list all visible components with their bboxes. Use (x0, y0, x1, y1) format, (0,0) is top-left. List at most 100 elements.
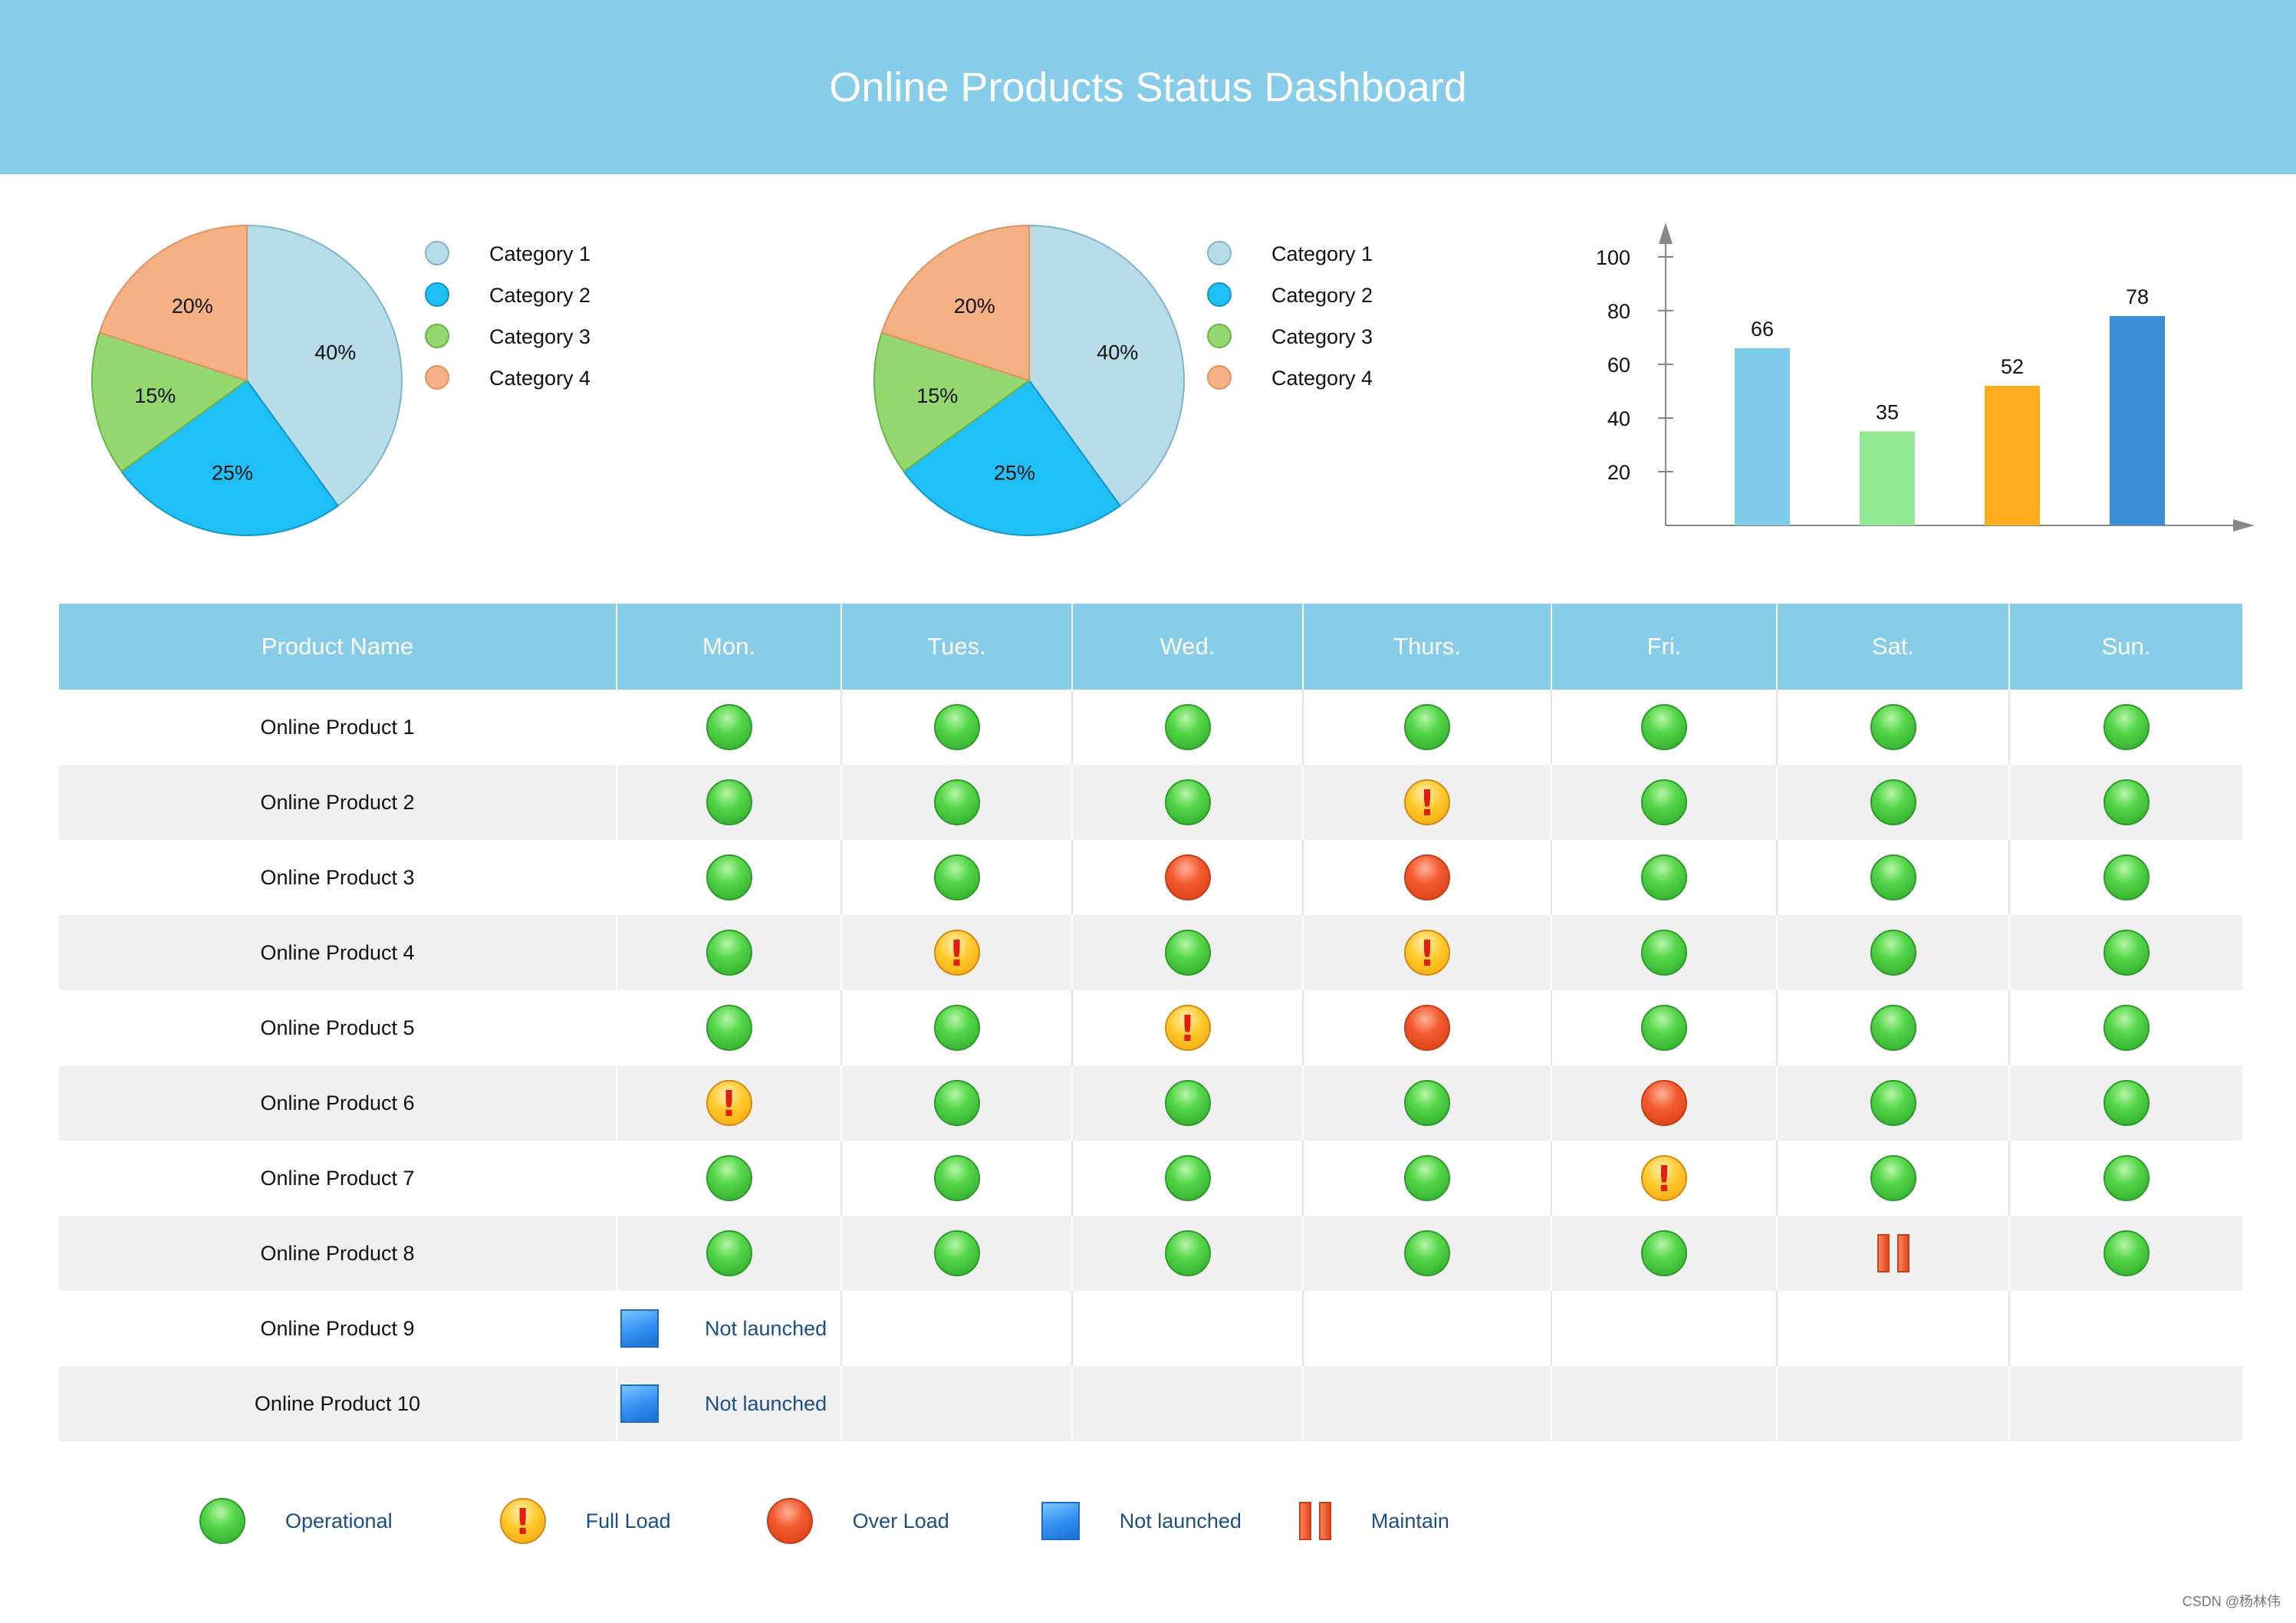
empty-cell (1072, 1366, 1304, 1441)
product-name-cell: Online Product 4 (59, 915, 617, 990)
legend-item-full-load: Full Load (499, 1498, 671, 1544)
status-cell (841, 1216, 1073, 1291)
status-cell (2009, 1141, 2242, 1216)
over-load-status-icon (1164, 854, 1211, 900)
header-thurs[interactable]: Thurs. (1303, 604, 1552, 690)
operational-status-icon (706, 1230, 752, 1276)
y-axis-arrow-icon (1659, 222, 1673, 244)
operational-status-icon (933, 704, 980, 750)
bar-4 (2110, 316, 2165, 525)
pie2-slice-4 (880, 224, 1030, 382)
status-cell (1072, 1216, 1304, 1291)
header-sun[interactable]: Sun. (2009, 604, 2242, 690)
status-cell (1072, 1141, 1304, 1216)
pie2-slice-2 (903, 379, 1122, 536)
full-load-status-icon (1641, 1155, 1687, 1201)
table-row[interactable]: Online Product 6 (59, 1065, 2242, 1141)
pie1-legend-label-3[interactable]: Category 3 (489, 325, 590, 348)
pie1-legend-label-4[interactable]: Category 4 (489, 367, 590, 390)
table-row[interactable]: Online Product 7 (59, 1141, 2242, 1216)
operational-status-icon (1641, 1230, 1687, 1276)
status-cell (1072, 915, 1304, 990)
status-cell (1072, 765, 1304, 840)
over-load-status-icon (1641, 1080, 1687, 1126)
pie1-legend-label-2[interactable]: Category 2 (489, 284, 590, 307)
operational-status-icon (1641, 854, 1687, 900)
operational-status-icon (1870, 779, 1916, 825)
pie2-legend-label-4[interactable]: Category 4 (1271, 367, 1373, 390)
table-row[interactable]: Online Product 2 (59, 765, 2242, 840)
status-cell (2009, 915, 2242, 990)
header-product-name[interactable]: Product Name (59, 604, 617, 690)
pie2-legend-marker-2 (1207, 282, 1232, 307)
table-row[interactable]: Online Product 3 (59, 840, 2242, 915)
legend-item-operational: Operational (199, 1498, 393, 1544)
status-cell (1551, 1065, 1778, 1141)
y-tick-label-2: 40 (1607, 407, 1630, 430)
pie1-slice-3 (91, 331, 249, 473)
status-cell (617, 690, 842, 765)
product-name-cell: Online Product 8 (59, 1216, 617, 1291)
pie1-legend-label-1[interactable]: Category 1 (489, 242, 590, 265)
status-cell (1777, 690, 2010, 765)
header-mon[interactable]: Mon. (617, 604, 842, 690)
pie1-legend-marker-1 (425, 241, 449, 265)
pie2-label-2: 25% (994, 462, 1035, 485)
not-launched-status-icon (620, 1384, 659, 1423)
operational-status-icon (706, 1005, 752, 1051)
operational-status-icon (2103, 779, 2150, 825)
status-cell (841, 1065, 1073, 1141)
pie1-label-1: 40% (314, 341, 356, 364)
status-cell (1303, 690, 1552, 765)
operational-status-icon (933, 779, 980, 825)
status-cell (2009, 1216, 2242, 1291)
operational-status-icon (199, 1498, 245, 1544)
status-cell (1777, 1065, 2010, 1141)
status-cell (841, 915, 1073, 990)
status-cell (1072, 990, 1304, 1065)
operational-status-icon (1404, 1080, 1450, 1126)
table-row[interactable]: Online Product 1 (59, 690, 2242, 765)
empty-cell (1303, 1291, 1552, 1366)
product-name-cell: Online Product 3 (59, 840, 617, 915)
empty-cell (2009, 1291, 2242, 1366)
status-cell (2009, 690, 2242, 765)
operational-status-icon (706, 779, 752, 825)
pie2-legend-marker-1 (1207, 241, 1232, 265)
table-row[interactable]: Online Product 10 Not launched (59, 1366, 2242, 1441)
operational-status-icon (1404, 1230, 1450, 1276)
operational-status-icon (1641, 930, 1687, 976)
header-fri[interactable]: Fri. (1551, 604, 1778, 690)
empty-cell (1303, 1366, 1552, 1441)
pie2-legend-label-3[interactable]: Category 3 (1271, 325, 1373, 348)
empty-cell (841, 1366, 1073, 1441)
operational-status-icon (933, 1005, 980, 1051)
operational-status-icon (1404, 1155, 1450, 1201)
full-load-status-icon (1404, 779, 1450, 825)
pie1-legend-marker-4 (425, 365, 449, 390)
operational-status-icon (2103, 930, 2150, 976)
table-header-row: Product Name Mon. Tues. Wed. Thurs. Fri.… (59, 604, 2242, 690)
status-cell (841, 840, 1073, 915)
operational-status-icon (1870, 854, 1916, 900)
pie2-legend-label-2[interactable]: Category 2 (1271, 284, 1373, 307)
legend-label: Maintain (1370, 1509, 1449, 1532)
pie1-slice-1 (246, 224, 403, 507)
not-launched-status-icon (1041, 1502, 1080, 1540)
table-row[interactable]: Online Product 4 (59, 915, 2242, 990)
operational-status-icon (706, 930, 752, 976)
operational-status-icon (2103, 1155, 2150, 1201)
table-row[interactable]: Online Product 5 (59, 990, 2242, 1065)
header-wed[interactable]: Wed. (1072, 604, 1304, 690)
pie2-label-4: 20% (954, 295, 995, 318)
legend-label: Over Load (852, 1509, 949, 1532)
header-sat[interactable]: Sat. (1777, 604, 2010, 690)
not-launched-status-icon (620, 1309, 659, 1348)
status-cell (841, 765, 1073, 840)
header-tues[interactable]: Tues. (841, 604, 1073, 690)
pie2-legend-label-1[interactable]: Category 1 (1271, 242, 1373, 265)
table-row[interactable]: Online Product 8 (59, 1216, 2242, 1291)
status-cell (617, 1065, 842, 1141)
operational-status-icon (706, 704, 752, 750)
table-row[interactable]: Online Product 9 Not launched (59, 1291, 2242, 1366)
